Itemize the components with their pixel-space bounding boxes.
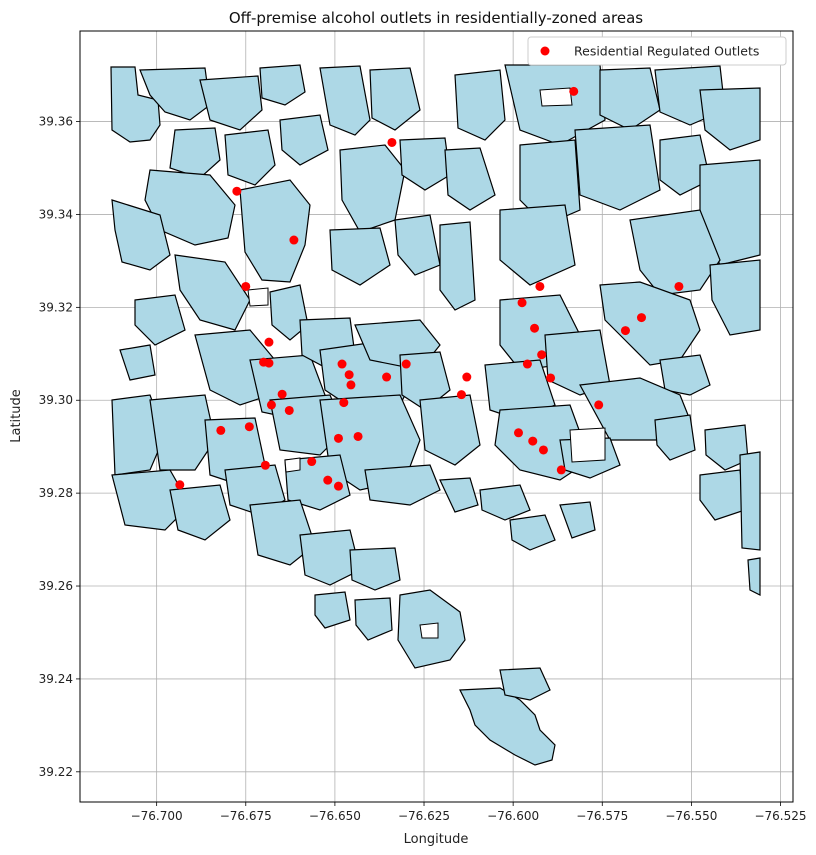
outlet-point <box>674 281 684 291</box>
outlet-point <box>307 457 317 467</box>
outlet-point <box>353 431 363 441</box>
outlet-point <box>537 350 547 360</box>
outlet-point <box>522 359 532 369</box>
outlet-point <box>528 436 538 446</box>
outlet-point <box>344 370 354 380</box>
outlet-point <box>323 475 333 485</box>
outlet-point <box>264 337 274 347</box>
y-tick-label: 39.22 <box>39 765 73 779</box>
outlet-point <box>333 433 343 443</box>
outlet-point <box>175 480 185 490</box>
legend-box <box>527 36 787 66</box>
axes: −76.700 −76.675 −76.650 −76.625 −76.600 −76.5… <box>39 115 807 823</box>
x-tick-label: −76.550 <box>665 809 717 823</box>
outlet-point <box>387 137 397 147</box>
outlet-point <box>277 389 287 399</box>
outlet-point <box>517 298 527 308</box>
outlet-point <box>339 398 349 408</box>
x-axis-label: Longitude <box>404 832 469 847</box>
outlet-point <box>241 281 251 291</box>
outlet-point <box>289 235 299 245</box>
chart-title: Off-premise alcohol outlets in residenti… <box>229 9 643 27</box>
outlet-points <box>175 86 684 491</box>
outlet-point <box>594 400 604 410</box>
y-tick-label: 39.32 <box>39 300 73 314</box>
outlet-point <box>546 373 556 383</box>
outlet-point <box>538 445 548 455</box>
outlet-point <box>556 465 566 475</box>
outlet-point <box>232 186 242 196</box>
outlet-point <box>636 313 646 323</box>
outlet-point <box>216 425 226 435</box>
outlet-point <box>337 359 347 369</box>
x-tick-label: −76.575 <box>576 809 628 823</box>
outlet-point <box>259 357 269 367</box>
residential-zone-polygons <box>110 64 761 766</box>
y-axis-label: Latitude <box>9 389 24 443</box>
outlet-point <box>569 86 579 96</box>
y-tick-label: 39.24 <box>39 672 73 686</box>
y-tick-label: 39.28 <box>39 486 73 500</box>
legend-marker <box>540 46 550 56</box>
outlet-point <box>266 400 276 410</box>
y-tick-label: 39.26 <box>39 579 73 593</box>
outlet-point <box>456 390 466 400</box>
legend: Residential Regulated Outlets <box>527 36 787 66</box>
zone-gaps <box>247 87 606 639</box>
y-tick-label: 39.30 <box>39 393 73 407</box>
outlet-point <box>260 460 270 470</box>
outlet-point <box>535 281 545 291</box>
outlet-point <box>513 428 523 438</box>
y-tick-label: 39.34 <box>39 207 73 221</box>
outlet-point <box>346 380 356 390</box>
outlet-point <box>382 372 392 382</box>
outlet-point <box>244 422 254 432</box>
x-tick-label: −76.650 <box>309 809 361 823</box>
x-tick-label: −76.700 <box>131 809 183 823</box>
outlet-point <box>333 481 343 491</box>
plot-frame <box>79 30 794 803</box>
outlet-point <box>530 323 540 333</box>
outlet-point <box>401 359 411 369</box>
outlet-point <box>620 326 630 336</box>
x-tick-label: −76.600 <box>487 809 539 823</box>
outlet-point <box>462 372 472 382</box>
y-tick-label: 39.36 <box>39 115 73 129</box>
legend-label: Residential Regulated Outlets <box>574 44 759 59</box>
x-tick-label: −76.525 <box>754 809 806 823</box>
x-tick-label: −76.625 <box>398 809 450 823</box>
outlet-point <box>284 405 294 415</box>
x-tick-label: −76.675 <box>220 809 272 823</box>
